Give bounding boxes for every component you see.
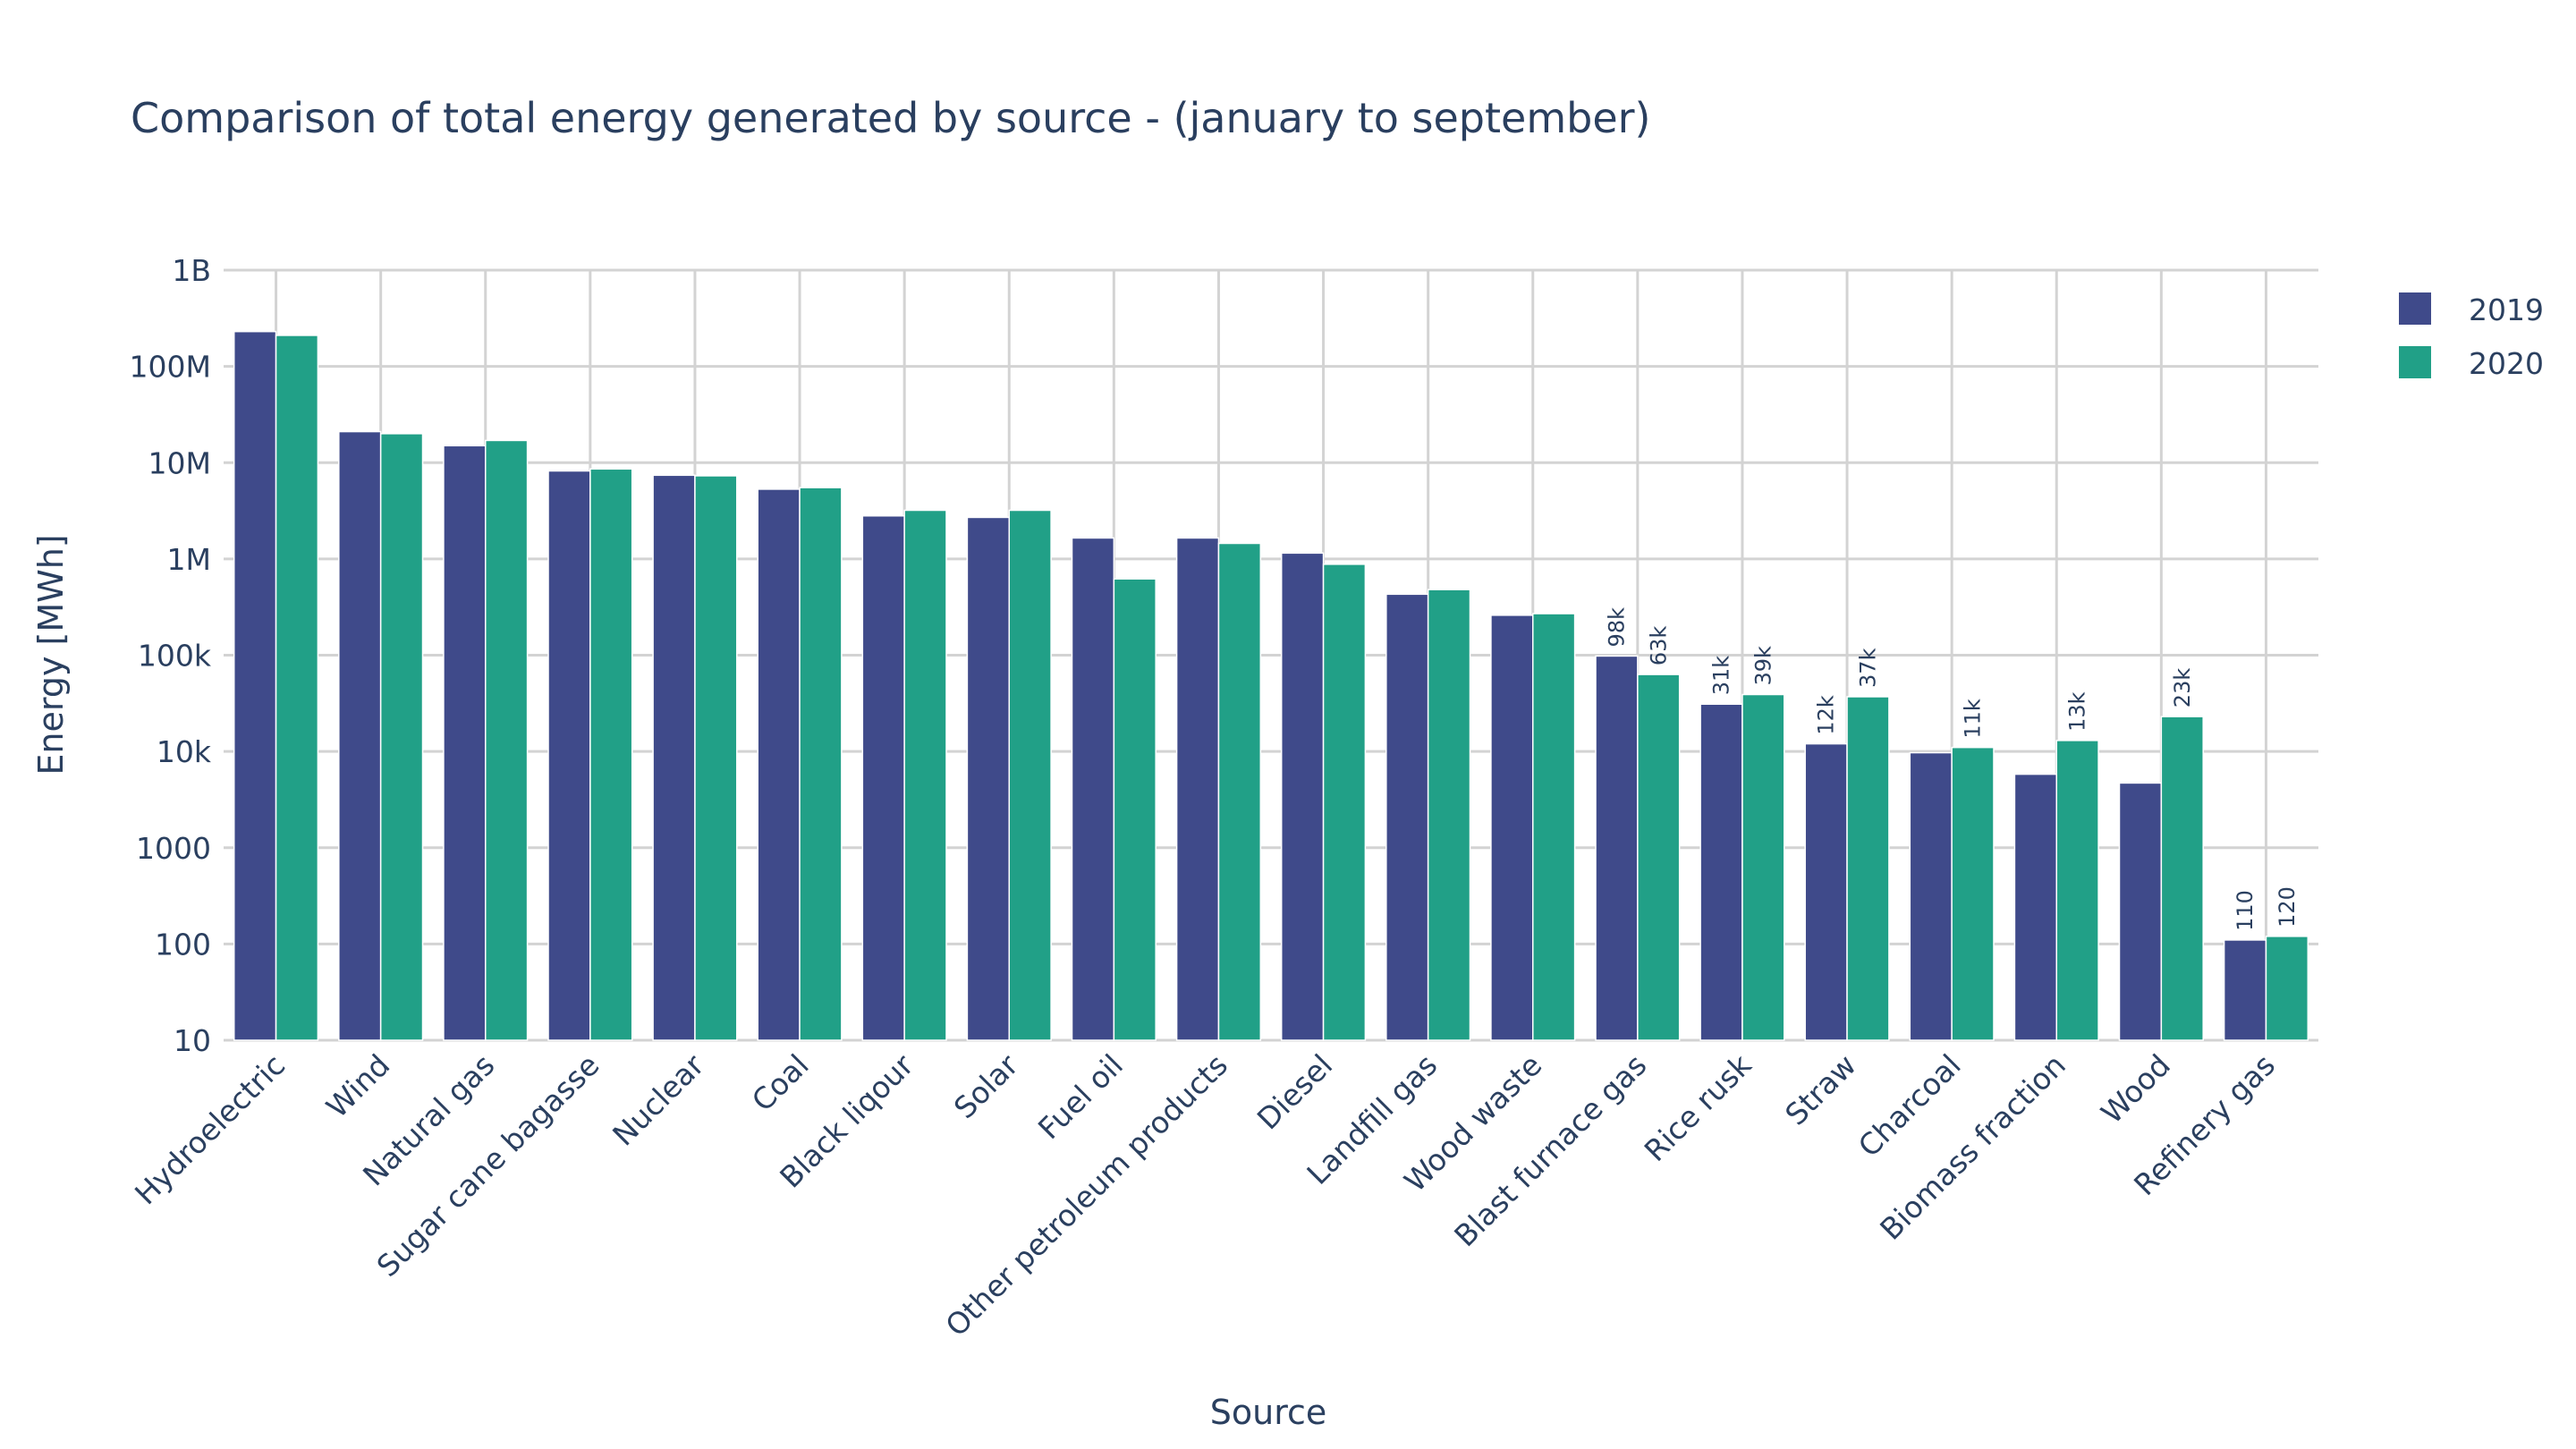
bar-2019-other-petroleum-products[interactable]	[1175, 537, 1220, 1041]
y-tick-label: 1B	[172, 253, 211, 288]
bar-2019-rice-rusk[interactable]	[1699, 703, 1743, 1041]
bar-value-label: 110	[2233, 890, 2258, 931]
bar-2019-wood[interactable]	[2118, 782, 2163, 1041]
legend-label-2020[interactable]: 2020	[2469, 346, 2544, 381]
y-tick-label: 10	[174, 1023, 211, 1058]
bar-2020-natural-gas[interactable]	[485, 439, 529, 1041]
bar-value-label: 31k	[1709, 656, 1734, 696]
bar-2019-black-liqour[interactable]	[861, 514, 905, 1041]
bar-labels: 98k 31k 12k 110 63k 39k 37k 11k 13k 23k 120	[1604, 607, 2299, 931]
y-tick-label: 100k	[138, 639, 212, 674]
bar-2020-diesel[interactable]	[1322, 564, 1367, 1041]
bar-2019-blast-furnace-gas[interactable]	[1595, 655, 1639, 1041]
bar-2020-black-liqour[interactable]	[903, 509, 947, 1041]
bar-2019-straw[interactable]	[1804, 742, 1848, 1041]
y-tick-label: 1M	[167, 542, 211, 577]
bar-2019-wood-waste[interactable]	[1490, 614, 1534, 1041]
bar-2020-sugar-cane-bagasse[interactable]	[589, 468, 633, 1041]
bar-value-label: 12k	[1814, 695, 1839, 735]
bar-2019-fuel-oil[interactable]	[1071, 537, 1115, 1041]
bar-2020-biomass-fraction[interactable]	[2055, 740, 2099, 1041]
bar-2019-solar[interactable]	[966, 516, 1011, 1041]
bar-2020-wood[interactable]	[2160, 716, 2204, 1041]
bar-value-label: 63k	[1646, 626, 1671, 666]
bar-value-label: 98k	[1604, 607, 1629, 648]
bar-2020-solar[interactable]	[1008, 509, 1052, 1041]
y-tick-label: 1000	[136, 831, 211, 866]
legend[interactable]: 2019 2020	[2399, 292, 2544, 381]
y-tick-label: 10k	[157, 734, 212, 769]
bars	[233, 330, 2309, 1041]
bar-2019-hydroelectric[interactable]	[233, 330, 277, 1041]
bar-2019-refinery-gas[interactable]	[2223, 939, 2267, 1041]
bar-2020-wood-waste[interactable]	[1532, 613, 1576, 1041]
bar-2020-fuel-oil[interactable]	[1113, 578, 1157, 1041]
bar-2019-diesel[interactable]	[1280, 552, 1325, 1041]
bar-2019-nuclear[interactable]	[652, 474, 696, 1041]
bar-2020-rice-rusk[interactable]	[1741, 693, 1785, 1041]
bar-value-label: 13k	[2065, 691, 2090, 732]
bar-2019-sugar-cane-bagasse[interactable]	[547, 470, 591, 1041]
bar-2019-charcoal[interactable]	[1909, 751, 1953, 1041]
bar-2019-landfill-gas[interactable]	[1385, 593, 1429, 1041]
bar-value-label: 120	[2275, 886, 2300, 928]
y-tick-label: 100M	[130, 350, 211, 385]
y-tick-label: 100	[155, 927, 211, 962]
bar-2020-blast-furnace-gas[interactable]	[1637, 674, 1681, 1041]
y-axis-title: Energy [MWh]	[31, 534, 71, 775]
bar-value-label: 11k	[1961, 699, 1986, 739]
chart-title: Comparison of total energy generated by …	[131, 94, 1651, 142]
bar-2020-charcoal[interactable]	[1951, 746, 1995, 1041]
y-axis-ticks: 10 100 1000 10k 100k 1M 10M 100M 1B	[130, 253, 212, 1058]
bar-2019-natural-gas[interactable]	[443, 445, 487, 1041]
bar-2019-coal[interactable]	[757, 488, 801, 1041]
legend-swatch-2020[interactable]	[2399, 346, 2431, 378]
bar-2020-straw[interactable]	[1846, 696, 1890, 1041]
bar-2020-hydroelectric[interactable]	[275, 335, 319, 1041]
bar-2020-landfill-gas[interactable]	[1427, 589, 1471, 1041]
bar-2019-biomass-fraction[interactable]	[2013, 773, 2057, 1041]
bar-2020-wind[interactable]	[379, 433, 424, 1041]
bar-2020-coal[interactable]	[799, 487, 843, 1041]
bar-2019-wind[interactable]	[338, 430, 382, 1041]
legend-label-2019[interactable]: 2019	[2469, 292, 2544, 327]
bar-value-label: 37k	[1855, 648, 1880, 688]
legend-swatch-2019[interactable]	[2399, 292, 2431, 325]
y-tick-label: 10M	[148, 445, 211, 480]
bar-value-label: 39k	[1750, 646, 1775, 686]
bar-2020-refinery-gas[interactable]	[2265, 936, 2309, 1041]
bar-2020-other-petroleum-products[interactable]	[1217, 542, 1262, 1041]
bar-value-label: 23k	[2170, 668, 2195, 708]
x-axis-title: Source	[1210, 1393, 1327, 1432]
bar-2020-nuclear[interactable]	[694, 475, 738, 1041]
